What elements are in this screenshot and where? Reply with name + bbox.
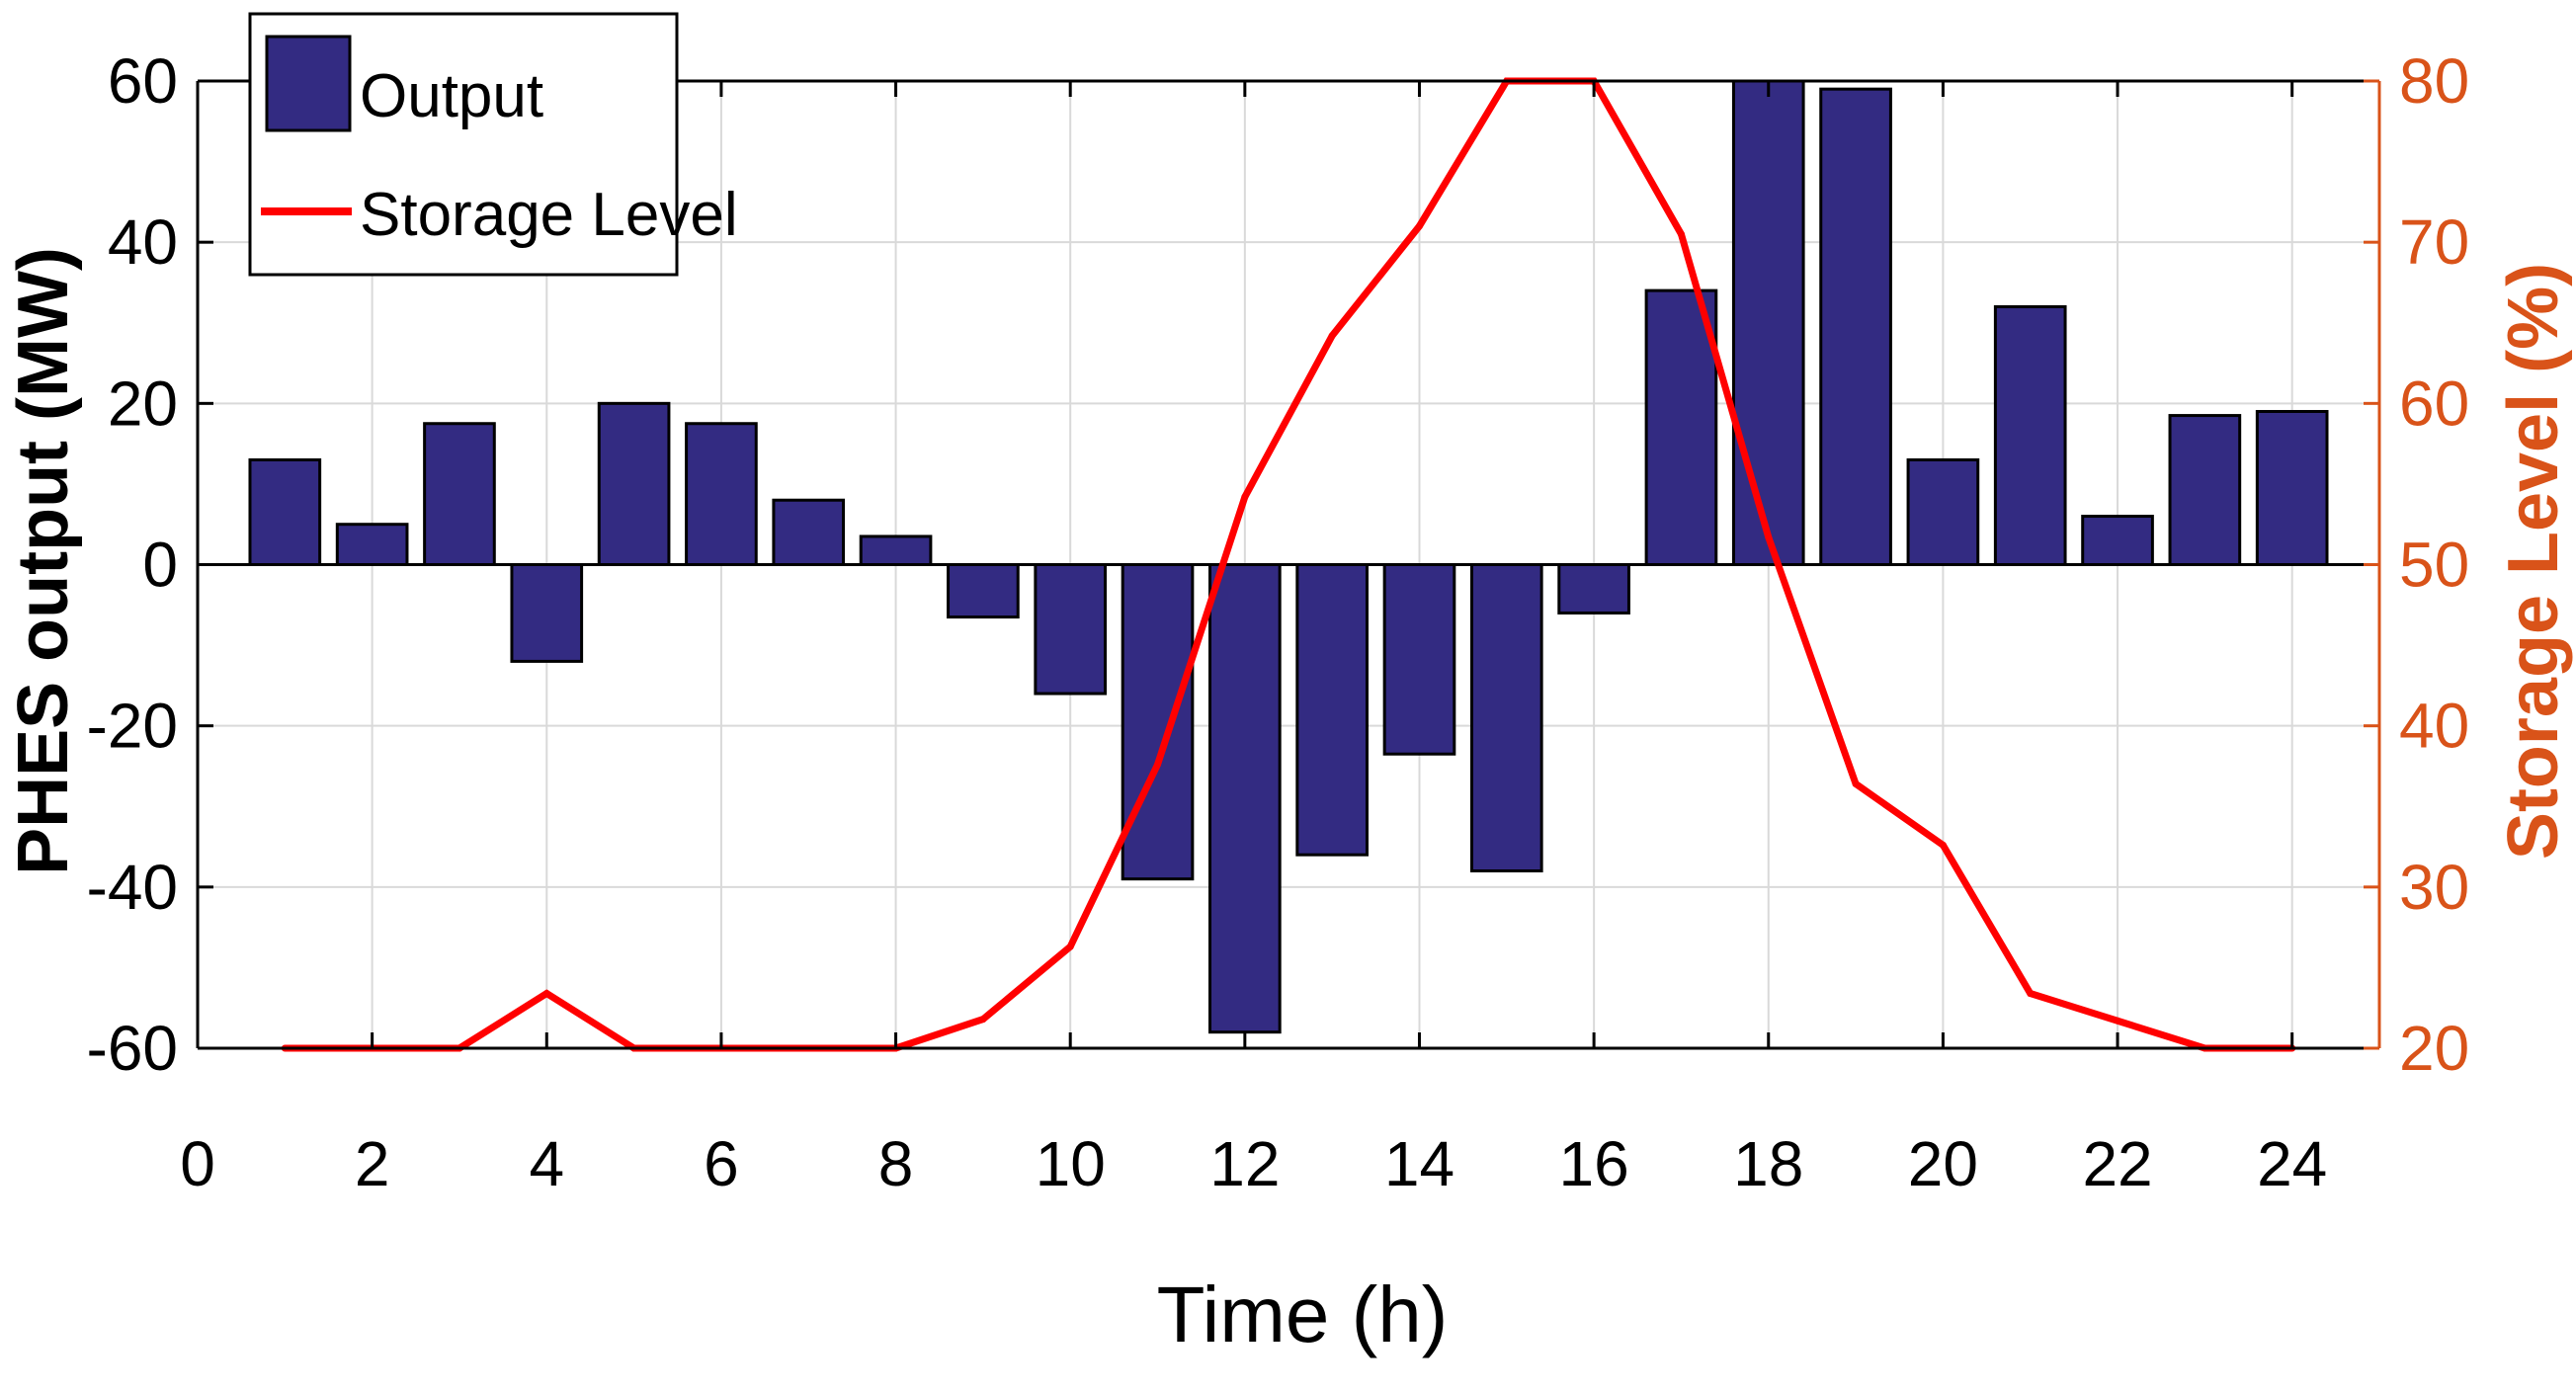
storage-level-point-hour-20	[1939, 841, 1947, 849]
legend-storage-label: Storage Level	[360, 181, 738, 249]
storage-level-point-hour-4	[542, 990, 550, 998]
x-tick-label-4: 4	[529, 1128, 564, 1199]
x-tick-label-0: 0	[180, 1128, 215, 1199]
storage-level-point-hour-17	[1677, 230, 1685, 238]
output-bar-hour-1	[248, 457, 322, 567]
left-y-tick-label-20: 20	[108, 368, 178, 439]
output-bar-hour-5	[597, 401, 671, 567]
right-y-tick-label-20: 20	[2399, 1013, 2469, 1084]
output-bar-hour-10	[1034, 563, 1108, 696]
output-bar-hour-21	[1993, 304, 2067, 566]
output-bar-hour-7	[772, 498, 846, 567]
output-bar-hour-14	[1382, 563, 1456, 756]
storage-level-point-hour-19	[1852, 780, 1860, 787]
output-bar-hour-22	[2081, 515, 2154, 566]
left-y-tick-label--60: -60	[87, 1013, 179, 1084]
x-tick-label-20: 20	[1908, 1128, 1978, 1199]
x-tick-label-22: 22	[2082, 1128, 2152, 1199]
output-bar-hour-17	[1644, 288, 1718, 566]
storage-level-point-hour-14	[1415, 222, 1423, 230]
legend: Output Storage Level	[248, 12, 738, 277]
storage-level-point-hour-12	[1241, 493, 1249, 501]
right-y-axis-title: Storage Level (%)	[2494, 263, 2573, 860]
right-y-tick-label-80: 80	[2399, 45, 2469, 117]
x-tick-label-12: 12	[1209, 1128, 1280, 1199]
output-bar-hour-18	[1731, 79, 1805, 566]
x-tick-label-8: 8	[878, 1128, 914, 1199]
legend-output-label: Output	[360, 62, 543, 130]
output-bar-hour-16	[1557, 563, 1630, 615]
output-bar-hour-19	[1819, 87, 1892, 567]
right-y-axis-ticks: 20 30 40 50 60 70 80	[2364, 45, 2469, 1084]
x-tick-label-16: 16	[1559, 1128, 1629, 1199]
left-y-tick-label--20: -20	[87, 691, 179, 762]
output-bar-hour-4	[510, 563, 584, 663]
storage-level-point-hour-13	[1328, 332, 1336, 340]
right-y-tick-label-60: 60	[2399, 368, 2469, 439]
left-y-tick-label-40: 40	[108, 206, 178, 278]
right-y-tick-label-40: 40	[2399, 691, 2469, 762]
x-axis-ticks: 0 2 4 6 8 10 12 14 16 18 20 22 24	[180, 81, 2327, 1199]
left-y-tick-label-0: 0	[142, 530, 178, 601]
output-bar-hour-13	[1295, 563, 1369, 857]
left-y-tick-label-60: 60	[108, 45, 178, 117]
storage-level-point-hour-21	[2027, 990, 2035, 998]
storage-level-point-hour-18	[1765, 533, 1773, 541]
output-bar-hour-20	[1906, 457, 1980, 567]
output-bar-hour-15	[1469, 563, 1543, 873]
x-axis-title: Time (h)	[1157, 1271, 1449, 1358]
storage-level-point-hour-10	[1066, 943, 1074, 950]
x-tick-label-18: 18	[1733, 1128, 1803, 1199]
right-y-tick-label-70: 70	[2399, 206, 2469, 278]
output-bar-hour-12	[1208, 563, 1282, 1034]
x-tick-label-2: 2	[355, 1128, 390, 1199]
legend-output-swatch	[265, 35, 352, 132]
right-y-tick-label-50: 50	[2399, 530, 2469, 601]
x-tick-label-6: 6	[704, 1128, 739, 1199]
output-bar-hour-2	[335, 523, 409, 566]
storage-level-point-hour-11	[1154, 761, 1162, 769]
storage-level-point-hour-22	[2114, 1017, 2121, 1025]
left-y-axis-ticks: -60 -40 -20 0 20 40 60	[87, 45, 213, 1084]
output-bar-hour-11	[1121, 563, 1195, 881]
output-bar-hour-23	[2168, 414, 2242, 566]
storage-level-point-hour-9	[979, 1016, 987, 1024]
x-tick-label-14: 14	[1384, 1128, 1454, 1199]
left-y-axis-title: PHES output (MW)	[4, 247, 83, 875]
storage-level-line	[285, 77, 2292, 1052]
output-bar-hour-24	[2255, 409, 2329, 566]
output-bar-hour-3	[423, 422, 496, 566]
x-tick-label-10: 10	[1036, 1128, 1106, 1199]
output-bars	[248, 79, 2329, 1034]
output-bar-hour-9	[947, 563, 1020, 619]
x-tick-label-24: 24	[2257, 1128, 2327, 1199]
output-bar-hour-6	[685, 422, 758, 566]
output-bar-hour-8	[859, 534, 933, 567]
left-y-tick-label--40: -40	[87, 852, 179, 923]
right-y-tick-label-30: 30	[2399, 852, 2469, 923]
